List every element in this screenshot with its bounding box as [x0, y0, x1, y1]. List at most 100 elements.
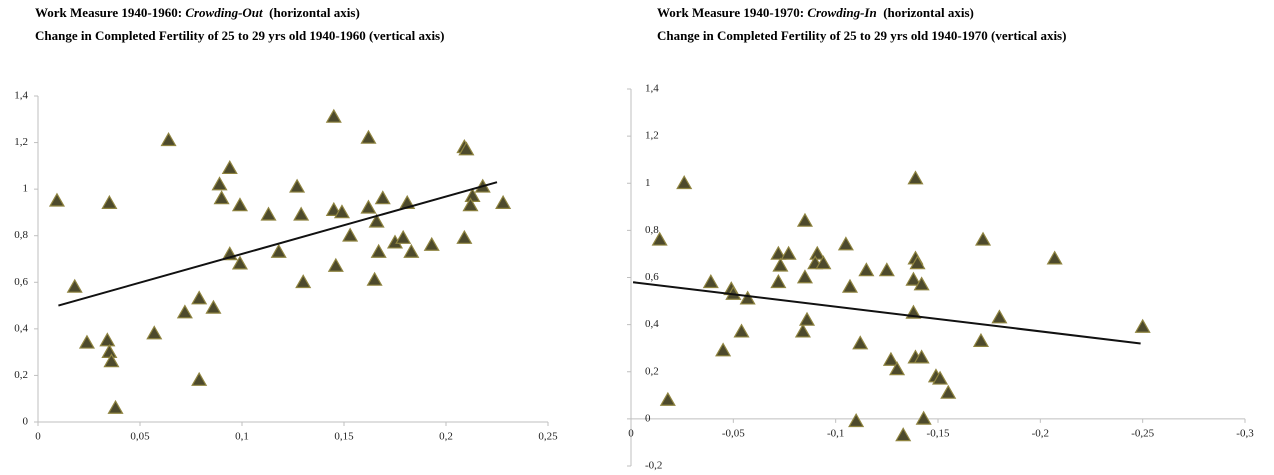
data-point [374, 190, 391, 205]
data-point [848, 413, 865, 428]
data-point [160, 132, 177, 147]
chart: Work Measure 1940-1960: Crowding-Out (ho… [14, 5, 558, 443]
data-point [770, 245, 787, 260]
trend-line [632, 281, 1141, 345]
data-point [327, 257, 344, 272]
title-part: (horizontal axis) [263, 5, 360, 20]
data-point [146, 325, 163, 340]
trend-line [58, 181, 498, 307]
data-point [333, 204, 350, 219]
data-point [176, 304, 193, 319]
y-tick-label: 0,2 [645, 365, 659, 377]
y-tick-label: 1,4 [645, 83, 659, 95]
data-point [815, 255, 832, 270]
data-point [1134, 318, 1151, 333]
y-tick-label: 0,8 [14, 229, 28, 241]
data-point [907, 170, 924, 185]
chart-title: Work Measure 1940-1970: Crowding-In (hor… [657, 5, 974, 20]
y-tick-label: 0,4 [645, 318, 659, 330]
data-point [889, 361, 906, 376]
data-point [221, 159, 238, 175]
data-point [99, 332, 116, 347]
data-point [733, 323, 750, 338]
data-point [458, 141, 475, 156]
title-part: Crowding-Out [185, 5, 263, 20]
y-tick-label: 0 [645, 412, 651, 424]
y-tick-label: 0 [23, 416, 29, 428]
data-point [909, 255, 926, 270]
x-tick-label: 0,2 [439, 431, 453, 443]
data-point [974, 231, 992, 246]
data-point [462, 197, 479, 212]
y-tick-label: 0,8 [645, 224, 659, 236]
data-point [48, 192, 66, 207]
data-point [191, 371, 208, 386]
data-point [423, 236, 440, 251]
data-point [289, 178, 306, 193]
data-point [852, 335, 869, 350]
data-point [295, 274, 312, 289]
data-point [739, 290, 756, 305]
data-point [403, 243, 420, 258]
data-point [231, 197, 248, 212]
data-point [780, 245, 797, 260]
data-point [370, 243, 387, 258]
data-point [191, 290, 208, 305]
x-tick-label: -0,1 [827, 427, 844, 439]
data-point [360, 199, 377, 214]
data-point [213, 190, 230, 205]
data-point [395, 229, 412, 244]
data-point [715, 342, 732, 357]
chart-subtitle: Change in Completed Fertility of 25 to 2… [35, 28, 444, 43]
data-point [107, 399, 124, 414]
data-point [260, 206, 277, 221]
data-point [991, 309, 1008, 324]
data-point [368, 213, 385, 228]
y-tick-label: 1 [645, 177, 651, 189]
chart-title: Work Measure 1940-1960: Crowding-Out (ho… [35, 5, 360, 20]
data-point [103, 353, 120, 368]
title-part: Work Measure 1940-1960: [35, 5, 185, 20]
data-point [366, 271, 383, 286]
data-point [915, 410, 932, 425]
x-tick-label: -0,05 [722, 427, 745, 439]
y-tick-label: 1 [23, 183, 29, 195]
y-tick-label: 0,4 [14, 322, 28, 334]
x-tick-label: 0,05 [130, 431, 150, 443]
y-tick-label: 1,2 [14, 136, 28, 148]
x-tick-label: 0,25 [538, 431, 558, 443]
data-point [325, 108, 342, 123]
chart: Work Measure 1940-1970: Crowding-In (hor… [627, 5, 1254, 472]
data-point [456, 229, 473, 244]
data-point [101, 343, 118, 358]
data-point [1046, 250, 1063, 265]
data-point [360, 129, 377, 144]
data-point [940, 384, 957, 399]
data-point [211, 176, 228, 191]
data-point [913, 276, 930, 291]
title-part: Crowding-In [807, 5, 876, 20]
data-point [101, 194, 118, 209]
x-tick-label: -0,3 [1236, 427, 1254, 439]
data-point [841, 278, 859, 293]
data-point [796, 269, 814, 284]
data-point [676, 175, 693, 190]
y-tick-label: 0,6 [645, 271, 659, 283]
y-tick-label: 1,2 [645, 130, 659, 142]
data-point [905, 271, 922, 286]
data-point [293, 206, 310, 221]
y-tick-label: 0,6 [14, 276, 28, 288]
data-point [342, 227, 359, 242]
x-tick-label: -0,15 [927, 427, 950, 439]
data-point [913, 349, 930, 364]
data-point [205, 299, 222, 314]
x-tick-label: 0,1 [235, 431, 249, 443]
chart-subtitle: Change in Completed Fertility of 25 to 2… [657, 28, 1066, 43]
data-point [882, 351, 899, 366]
data-point [66, 278, 83, 293]
data-point [770, 274, 787, 289]
data-point [325, 201, 342, 216]
data-point [702, 274, 719, 289]
x-tick-label: 0,15 [334, 431, 354, 443]
